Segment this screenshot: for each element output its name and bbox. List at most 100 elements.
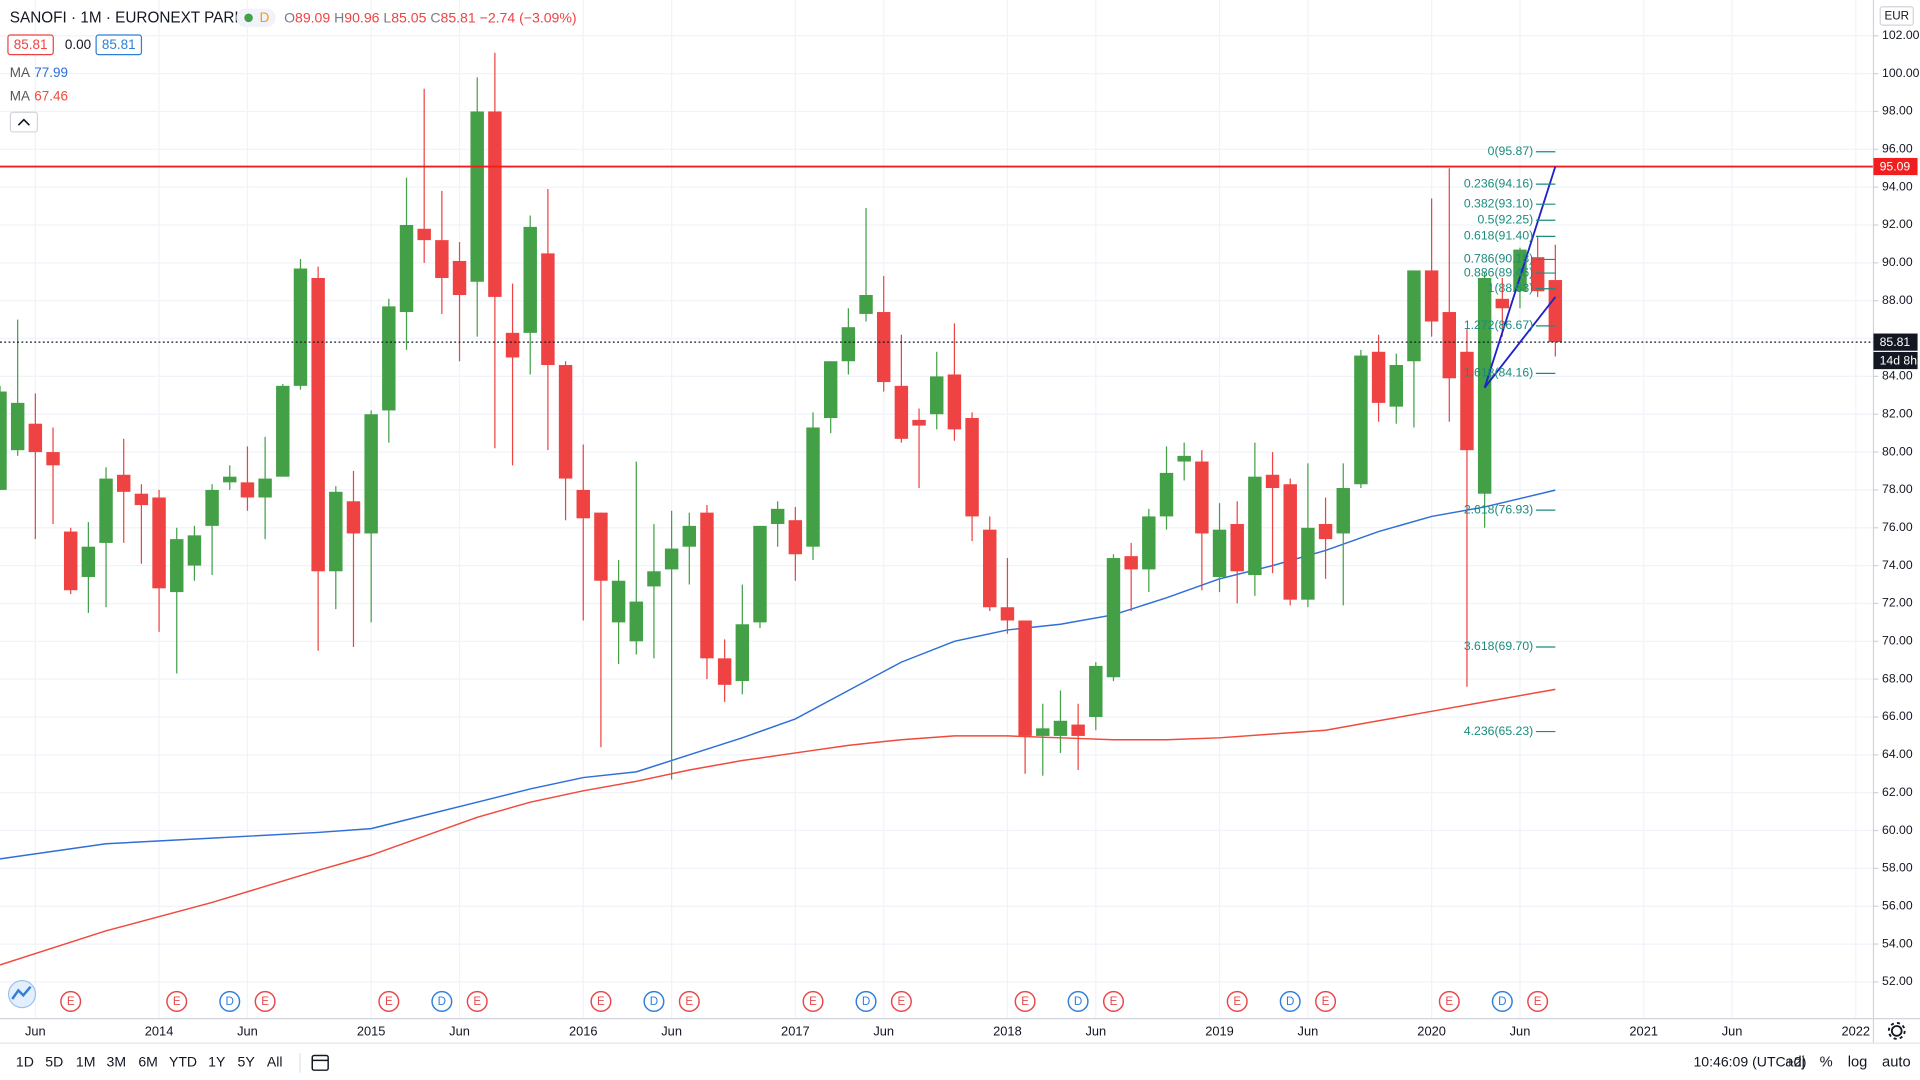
ask-box[interactable] (95, 34, 143, 56)
candle-body (81, 546, 96, 577)
calendar-icon[interactable] (311, 1054, 329, 1071)
y-tick-label: 76.00 (1882, 520, 1913, 534)
bid-box[interactable] (7, 34, 54, 56)
y-tick-label: 102.00 (1882, 28, 1920, 42)
event-marker[interactable] (1067, 990, 1089, 1013)
candle-body (806, 427, 820, 547)
range-button[interactable]: 1D (16, 1054, 34, 1070)
candle-body (1371, 351, 1386, 403)
candle-body (753, 525, 767, 623)
range-button[interactable]: 6M (138, 1054, 158, 1070)
event-marker[interactable] (1527, 990, 1549, 1013)
candle-body (1071, 724, 1085, 736)
event-marker[interactable] (1102, 990, 1125, 1013)
countdown-tag (1873, 351, 1918, 370)
event-marker[interactable] (466, 990, 488, 1013)
header: SANOFI · 1M · EURONEXT PARIS D O89.09 H9… (7, 8, 577, 133)
range-button[interactable]: 3M (107, 1054, 127, 1070)
candle-body (1548, 280, 1563, 343)
badge[interactable] (236, 8, 276, 28)
fib-label: 4.236(65.23) (1464, 724, 1533, 738)
candle-body (1354, 355, 1368, 485)
candle-body (223, 476, 237, 483)
trend-line (1483, 166, 1557, 389)
range-button[interactable]: 1M (76, 1054, 96, 1070)
scale-option[interactable]: % (1820, 1055, 1833, 1071)
candle-body (28, 423, 43, 453)
event-marker[interactable] (643, 990, 665, 1013)
event-label: E (685, 995, 693, 1008)
last-price-tag (1873, 333, 1918, 351)
clock: 10:46:09 (UTC+2) (1693, 1054, 1806, 1070)
candle-body (134, 493, 149, 506)
candle-body (382, 306, 396, 411)
y-tick-label: 74.00 (1882, 558, 1913, 572)
candle-body (152, 497, 166, 589)
fib-label: 0.786(90.18) (1464, 252, 1533, 266)
candle-body (364, 414, 378, 534)
candle-body (947, 374, 962, 430)
currency: EUR (1884, 10, 1909, 23)
candle-body (541, 253, 555, 366)
candle-body (1336, 488, 1350, 534)
x-tick-label: Jun (873, 1024, 894, 1039)
hline-tag-label: 95.09 (1880, 159, 1911, 173)
scale-option[interactable]: adj (1785, 1055, 1805, 1071)
event-marker[interactable] (1226, 990, 1248, 1013)
ask-price: 85.81 (102, 37, 136, 52)
candle-body (1283, 484, 1297, 600)
event-marker[interactable] (1438, 990, 1460, 1013)
settings[interactable] (1887, 1022, 1906, 1040)
event-marker[interactable] (890, 990, 912, 1013)
range-button[interactable]: 5D (45, 1054, 63, 1070)
candle-body (63, 531, 78, 591)
candle-body (876, 312, 891, 383)
candle-body (983, 529, 997, 608)
ma-legend-value: 77.99 (34, 65, 68, 80)
candle-body (788, 520, 803, 555)
gear-teeth (1887, 1022, 1906, 1040)
x-tick-label: Jun (1085, 1024, 1106, 1039)
y-tick-label: 92.00 (1882, 217, 1913, 231)
range-button[interactable]: 1Y (208, 1054, 226, 1070)
candle-body (1460, 351, 1474, 451)
event-marker[interactable] (166, 990, 188, 1013)
event-marker[interactable] (60, 990, 82, 1013)
candle-body (717, 658, 732, 685)
symbol-title: SANOFI · 1M · EURONEXT PARIS (10, 9, 249, 26)
event-label: D (1074, 995, 1082, 1008)
candle-body (682, 525, 697, 547)
event-marker[interactable] (802, 990, 824, 1013)
event-marker[interactable] (678, 990, 700, 1013)
scale-option[interactable]: auto (1882, 1055, 1911, 1071)
ohlc-value: 85.81 (441, 9, 476, 25)
event-marker[interactable] (1279, 990, 1301, 1013)
event-label: E (385, 995, 393, 1008)
x-tick-label: 2015 (357, 1024, 386, 1039)
y-tick-label: 98.00 (1882, 104, 1913, 118)
countdown-label: 14d 8h (1880, 353, 1918, 367)
candle-body (399, 224, 414, 313)
candle-body (1159, 472, 1174, 517)
y-tick-label: 70.00 (1882, 634, 1913, 648)
event-marker[interactable] (378, 990, 400, 1013)
event-marker[interactable] (431, 990, 453, 1013)
collapse-button[interactable] (9, 111, 38, 133)
event-label: D (1286, 995, 1294, 1008)
event-marker[interactable] (855, 990, 877, 1013)
range-button[interactable]: All (267, 1054, 283, 1070)
currency-box[interactable] (1879, 6, 1914, 26)
event-marker[interactable] (590, 990, 612, 1013)
scale-option[interactable]: log (1848, 1055, 1868, 1071)
event-marker[interactable] (254, 990, 276, 1013)
candle-body (46, 452, 60, 466)
ohlc-key: L (383, 9, 391, 25)
event-marker[interactable] (219, 990, 241, 1013)
ohlc-value: 89.09 (295, 9, 330, 25)
range-button[interactable]: YTD (169, 1054, 197, 1070)
event-marker[interactable] (1014, 990, 1036, 1013)
fib-label: 0.618(91.40) (1464, 229, 1533, 243)
event-marker[interactable] (1491, 990, 1513, 1013)
range-button[interactable]: 5Y (238, 1054, 256, 1070)
event-marker[interactable] (1315, 990, 1337, 1013)
